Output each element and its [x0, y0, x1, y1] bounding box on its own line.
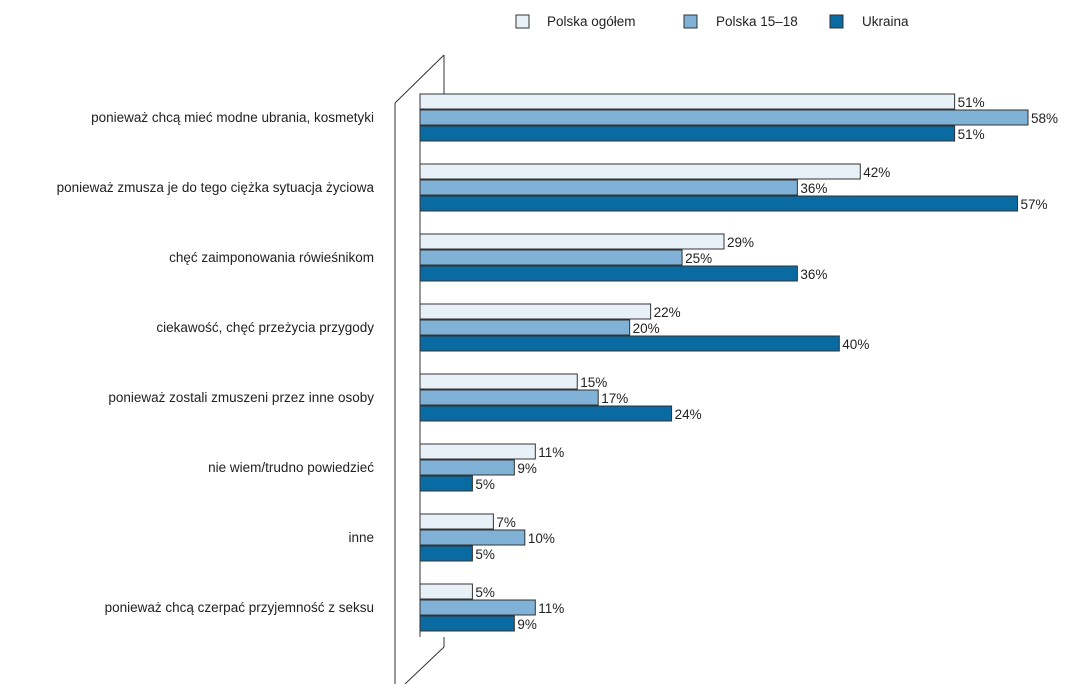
- axis-break-top-slant: [394, 54, 445, 104]
- legend-swatch: [829, 14, 844, 29]
- bar: [419, 265, 798, 282]
- bar: [419, 125, 956, 142]
- category-label: ponieważ chcą czerpać przyjemność z seks…: [105, 600, 374, 615]
- bar: [419, 373, 578, 390]
- category-label: ponieważ chcą mieć modne ubrania, kosmet…: [91, 110, 374, 125]
- bar: [419, 545, 473, 562]
- legend-swatch: [515, 14, 530, 29]
- category-label: ponieważ zostali zmuszeni przez inne oso…: [108, 390, 374, 405]
- legend-label: Polska 15–18: [716, 14, 798, 29]
- data-label: 51%: [958, 95, 985, 110]
- category-label: ponieważ zmusza je do tego ciężka sytuac…: [57, 180, 375, 195]
- data-label: 5%: [475, 477, 495, 492]
- value-labels: 51%58%51%42%36%57%29%25%36%22%20%40%15%1…: [475, 95, 1058, 632]
- data-label: 36%: [800, 181, 827, 196]
- bar: [419, 319, 631, 336]
- bar: [419, 615, 515, 632]
- bar: [419, 443, 536, 460]
- data-label: 10%: [528, 531, 555, 546]
- bar: [419, 109, 1029, 126]
- data-label: 42%: [863, 165, 890, 180]
- bar: [419, 599, 536, 616]
- bar: [419, 405, 673, 422]
- bar: [419, 93, 956, 110]
- bar: [419, 529, 526, 546]
- data-label: 17%: [601, 391, 628, 406]
- bar: [419, 389, 599, 406]
- bar: [419, 475, 473, 492]
- bar: [419, 459, 515, 476]
- data-label: 25%: [685, 251, 712, 266]
- data-label: 40%: [842, 337, 869, 352]
- legend-label: Ukraina: [862, 14, 909, 29]
- data-label: 9%: [517, 617, 537, 632]
- category-label: nie wiem/trudno powiedzieć: [208, 460, 374, 475]
- data-label: 58%: [1031, 111, 1058, 126]
- data-label: 7%: [496, 515, 516, 530]
- category-label: ciekawość, chęć przeżycia przygody: [156, 320, 374, 335]
- legend-swatch: [683, 14, 698, 29]
- bar: [419, 303, 652, 320]
- bars: [419, 93, 1029, 632]
- bar: [419, 249, 683, 266]
- bar: [419, 583, 473, 600]
- bar: [419, 163, 861, 180]
- bar: [419, 513, 494, 530]
- category-label: inne: [348, 530, 374, 545]
- data-label: 51%: [958, 127, 985, 142]
- data-label: 24%: [675, 407, 702, 422]
- axis-break-bottom-slant: [404, 646, 445, 684]
- data-label: 11%: [538, 601, 564, 616]
- data-label: 20%: [633, 321, 660, 336]
- legend: Polska ogółem Polska 15–18 Ukraina: [515, 14, 909, 29]
- data-label: 5%: [475, 585, 495, 600]
- category-labels: ponieważ chcą mieć modne ubrania, kosmet…: [57, 110, 375, 615]
- bar: [419, 233, 725, 250]
- category-label: chęć zaimponowania rówieśnikom: [169, 250, 374, 265]
- data-label: 29%: [727, 235, 754, 250]
- data-label: 9%: [517, 461, 537, 476]
- bar: [419, 195, 1019, 212]
- bar: [419, 335, 840, 352]
- data-label: 15%: [580, 375, 607, 390]
- data-label: 22%: [654, 305, 681, 320]
- bar: [419, 179, 798, 196]
- data-label: 57%: [1021, 197, 1048, 212]
- data-label: 5%: [475, 547, 495, 562]
- data-label: 36%: [800, 267, 827, 282]
- data-label: 11%: [538, 445, 564, 460]
- legend-label: Polska ogółem: [547, 14, 636, 29]
